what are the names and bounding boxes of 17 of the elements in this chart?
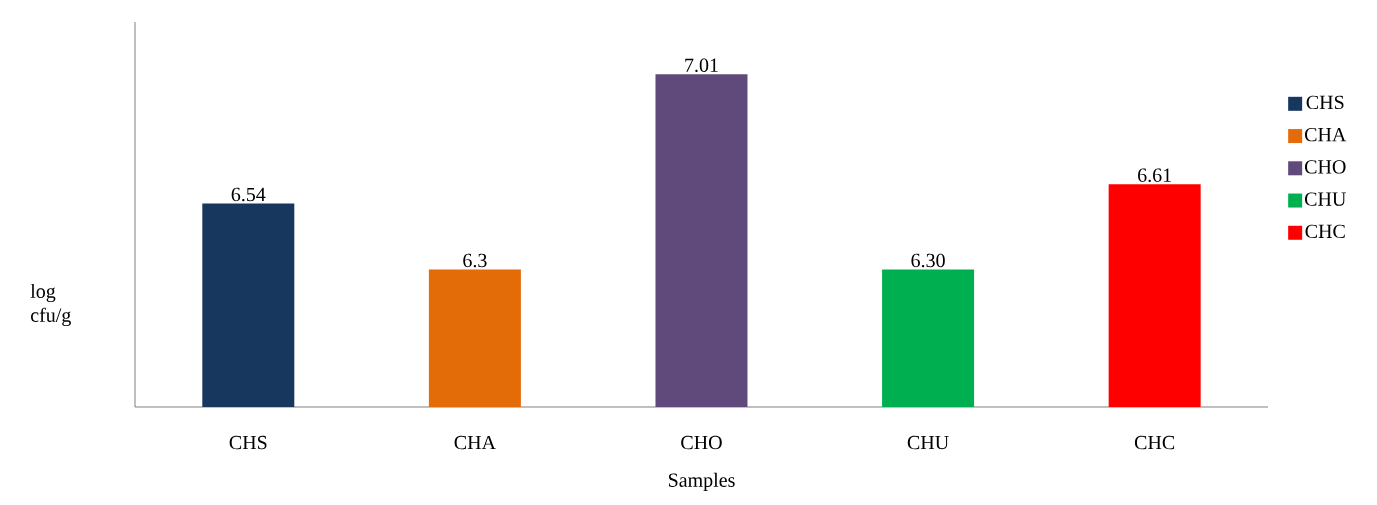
x-tick-label: CHA (454, 435, 496, 450)
x-tick-label: CHO (681, 435, 722, 450)
x-axis-title: Samples (668, 472, 735, 491)
legend-label: CHA (1304, 127, 1347, 142)
data-label: 6.30 (911, 253, 945, 268)
data-label: 7.01 (685, 58, 718, 73)
data-label: 6.54 (231, 187, 266, 202)
data-label: 6.3 (463, 253, 487, 268)
x-tick-label: CHC (1134, 435, 1175, 450)
y-axis-title: log cfu/g (30, 283, 71, 327)
x-tick-label: CHU (907, 435, 949, 450)
legend-label: CHU (1304, 192, 1346, 206)
legend-label: CHC (1305, 224, 1345, 239)
legend-label: CHO (1304, 160, 1346, 174)
data-label: 6.61 (1138, 168, 1171, 183)
x-tick-label: CHS (229, 435, 267, 450)
legend-label: CHS (1306, 95, 1344, 110)
